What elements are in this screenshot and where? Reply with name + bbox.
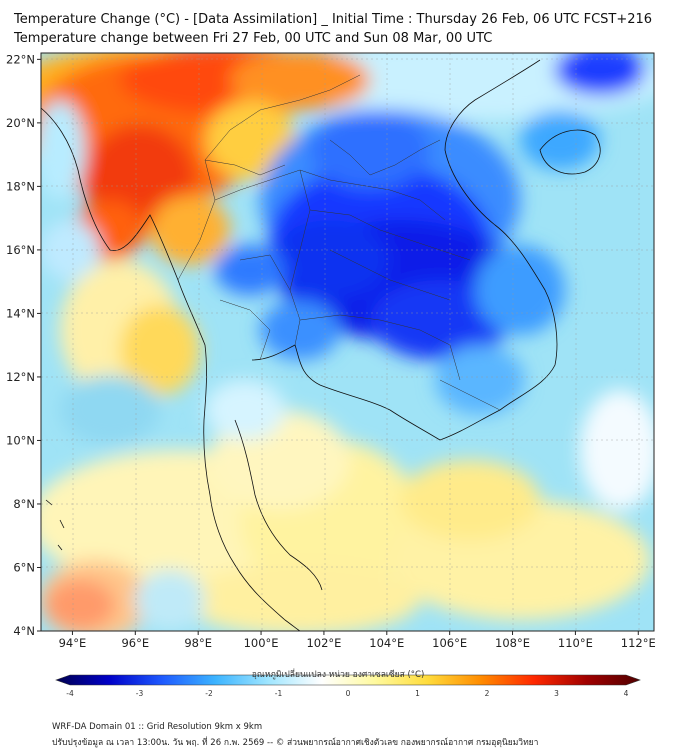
admin-borders (177, 74, 501, 411)
map-frame (40, 52, 655, 632)
lat-tick-label: 6°N (13, 560, 35, 574)
colorbar-bar (55, 674, 641, 686)
colorbar-tick-label: 0 (346, 689, 351, 698)
colorbar-tick-label: 2 (485, 689, 490, 698)
colorbar-label: อุณหภูมิเปลี่ยนแปลง หน่วย องศาเซลเซียส (… (251, 670, 425, 680)
gridlines (41, 53, 654, 631)
lat-tick-label: 4°N (13, 624, 35, 638)
temperature-field (41, 53, 654, 631)
colorbar-tick-label: 1 (415, 689, 420, 698)
colorbar-tick-label: -3 (136, 689, 144, 698)
chart-subtitle: Temperature change between Fri 27 Feb, 0… (14, 31, 493, 46)
lat-tick-label: 22°N (6, 52, 35, 66)
colorbar-tick-label: -2 (205, 689, 213, 698)
lon-tick-label: 104°E (369, 636, 404, 650)
lon-tick-label: 112°E (621, 636, 656, 650)
colorbar (55, 674, 641, 686)
colorbar-tick-label: 4 (624, 689, 629, 698)
lat-tick-label: 12°N (6, 370, 35, 384)
lon-tick-label: 110°E (558, 636, 593, 650)
colorbar-tick-label: -4 (66, 689, 74, 698)
coastlines (41, 59, 601, 631)
footer-model-info: WRF-DA Domain 01 :: Grid Resolution 9km … (52, 722, 263, 732)
colorbar-tick-label: -1 (275, 689, 283, 698)
lat-tick-label: 10°N (6, 433, 35, 447)
lon-tick-label: 96°E (121, 636, 149, 650)
lat-tick-label: 14°N (6, 306, 35, 320)
lat-tick-label: 16°N (6, 243, 35, 257)
lat-tick-label: 8°N (13, 497, 35, 511)
colorbar-tick-label: 3 (554, 689, 559, 698)
lon-tick-label: 102°E (306, 636, 341, 650)
chart-title: Temperature Change (°C) - [Data Assimila… (14, 12, 653, 27)
lat-tick-label: 18°N (6, 179, 35, 193)
lon-tick-label: 108°E (495, 636, 530, 650)
footer-credit: ปรับปรุงข้อมูล ณ เวลา 13:00น. วัน พฤ. ที… (52, 738, 539, 748)
lon-tick-label: 98°E (184, 636, 212, 650)
lat-tick-label: 20°N (6, 116, 35, 130)
lon-tick-label: 106°E (432, 636, 467, 650)
lon-tick-label: 100°E (244, 636, 279, 650)
lon-tick-label: 94°E (59, 636, 87, 650)
